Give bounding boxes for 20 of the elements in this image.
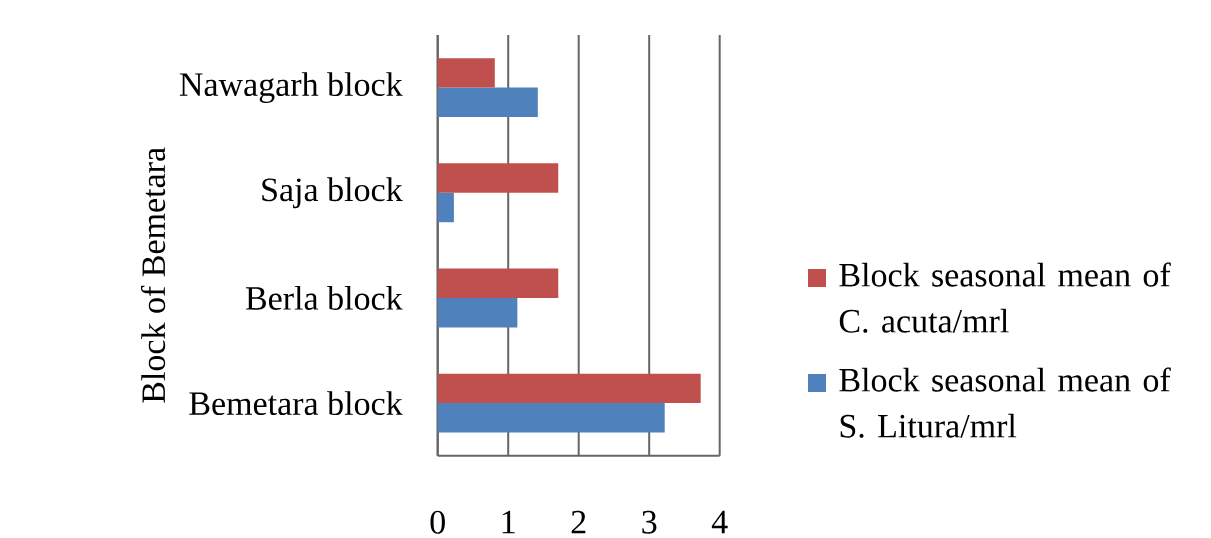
y-axis-title: Block of Bemetara — [140, 147, 166, 403]
legend-label: Block seasonal mean of C. acuta/mrl — [839, 262, 1171, 333]
y-tick-label: Saja block — [262, 177, 403, 209]
bar — [437, 87, 538, 118]
bar — [437, 163, 559, 193]
bar — [437, 268, 559, 298]
x-tick-label: 1 — [502, 510, 515, 534]
x-tick-label: 4 — [711, 510, 728, 534]
y-tick-label: Bemetara block — [189, 391, 403, 416]
legend-label: Block seasonal mean of S. Litura/mrl — [839, 367, 1171, 438]
bar — [437, 58, 495, 88]
y-tick-label: Nawagarh block — [179, 72, 403, 104]
x-tick-label: 2 — [571, 510, 586, 534]
bar — [437, 403, 665, 433]
bar — [437, 297, 518, 328]
x-tick-label: 0 — [430, 510, 445, 534]
bar — [437, 373, 701, 404]
x-tick-label: 3 — [642, 510, 657, 534]
bar — [437, 192, 454, 223]
y-tick-label: Berla block — [245, 285, 403, 310]
